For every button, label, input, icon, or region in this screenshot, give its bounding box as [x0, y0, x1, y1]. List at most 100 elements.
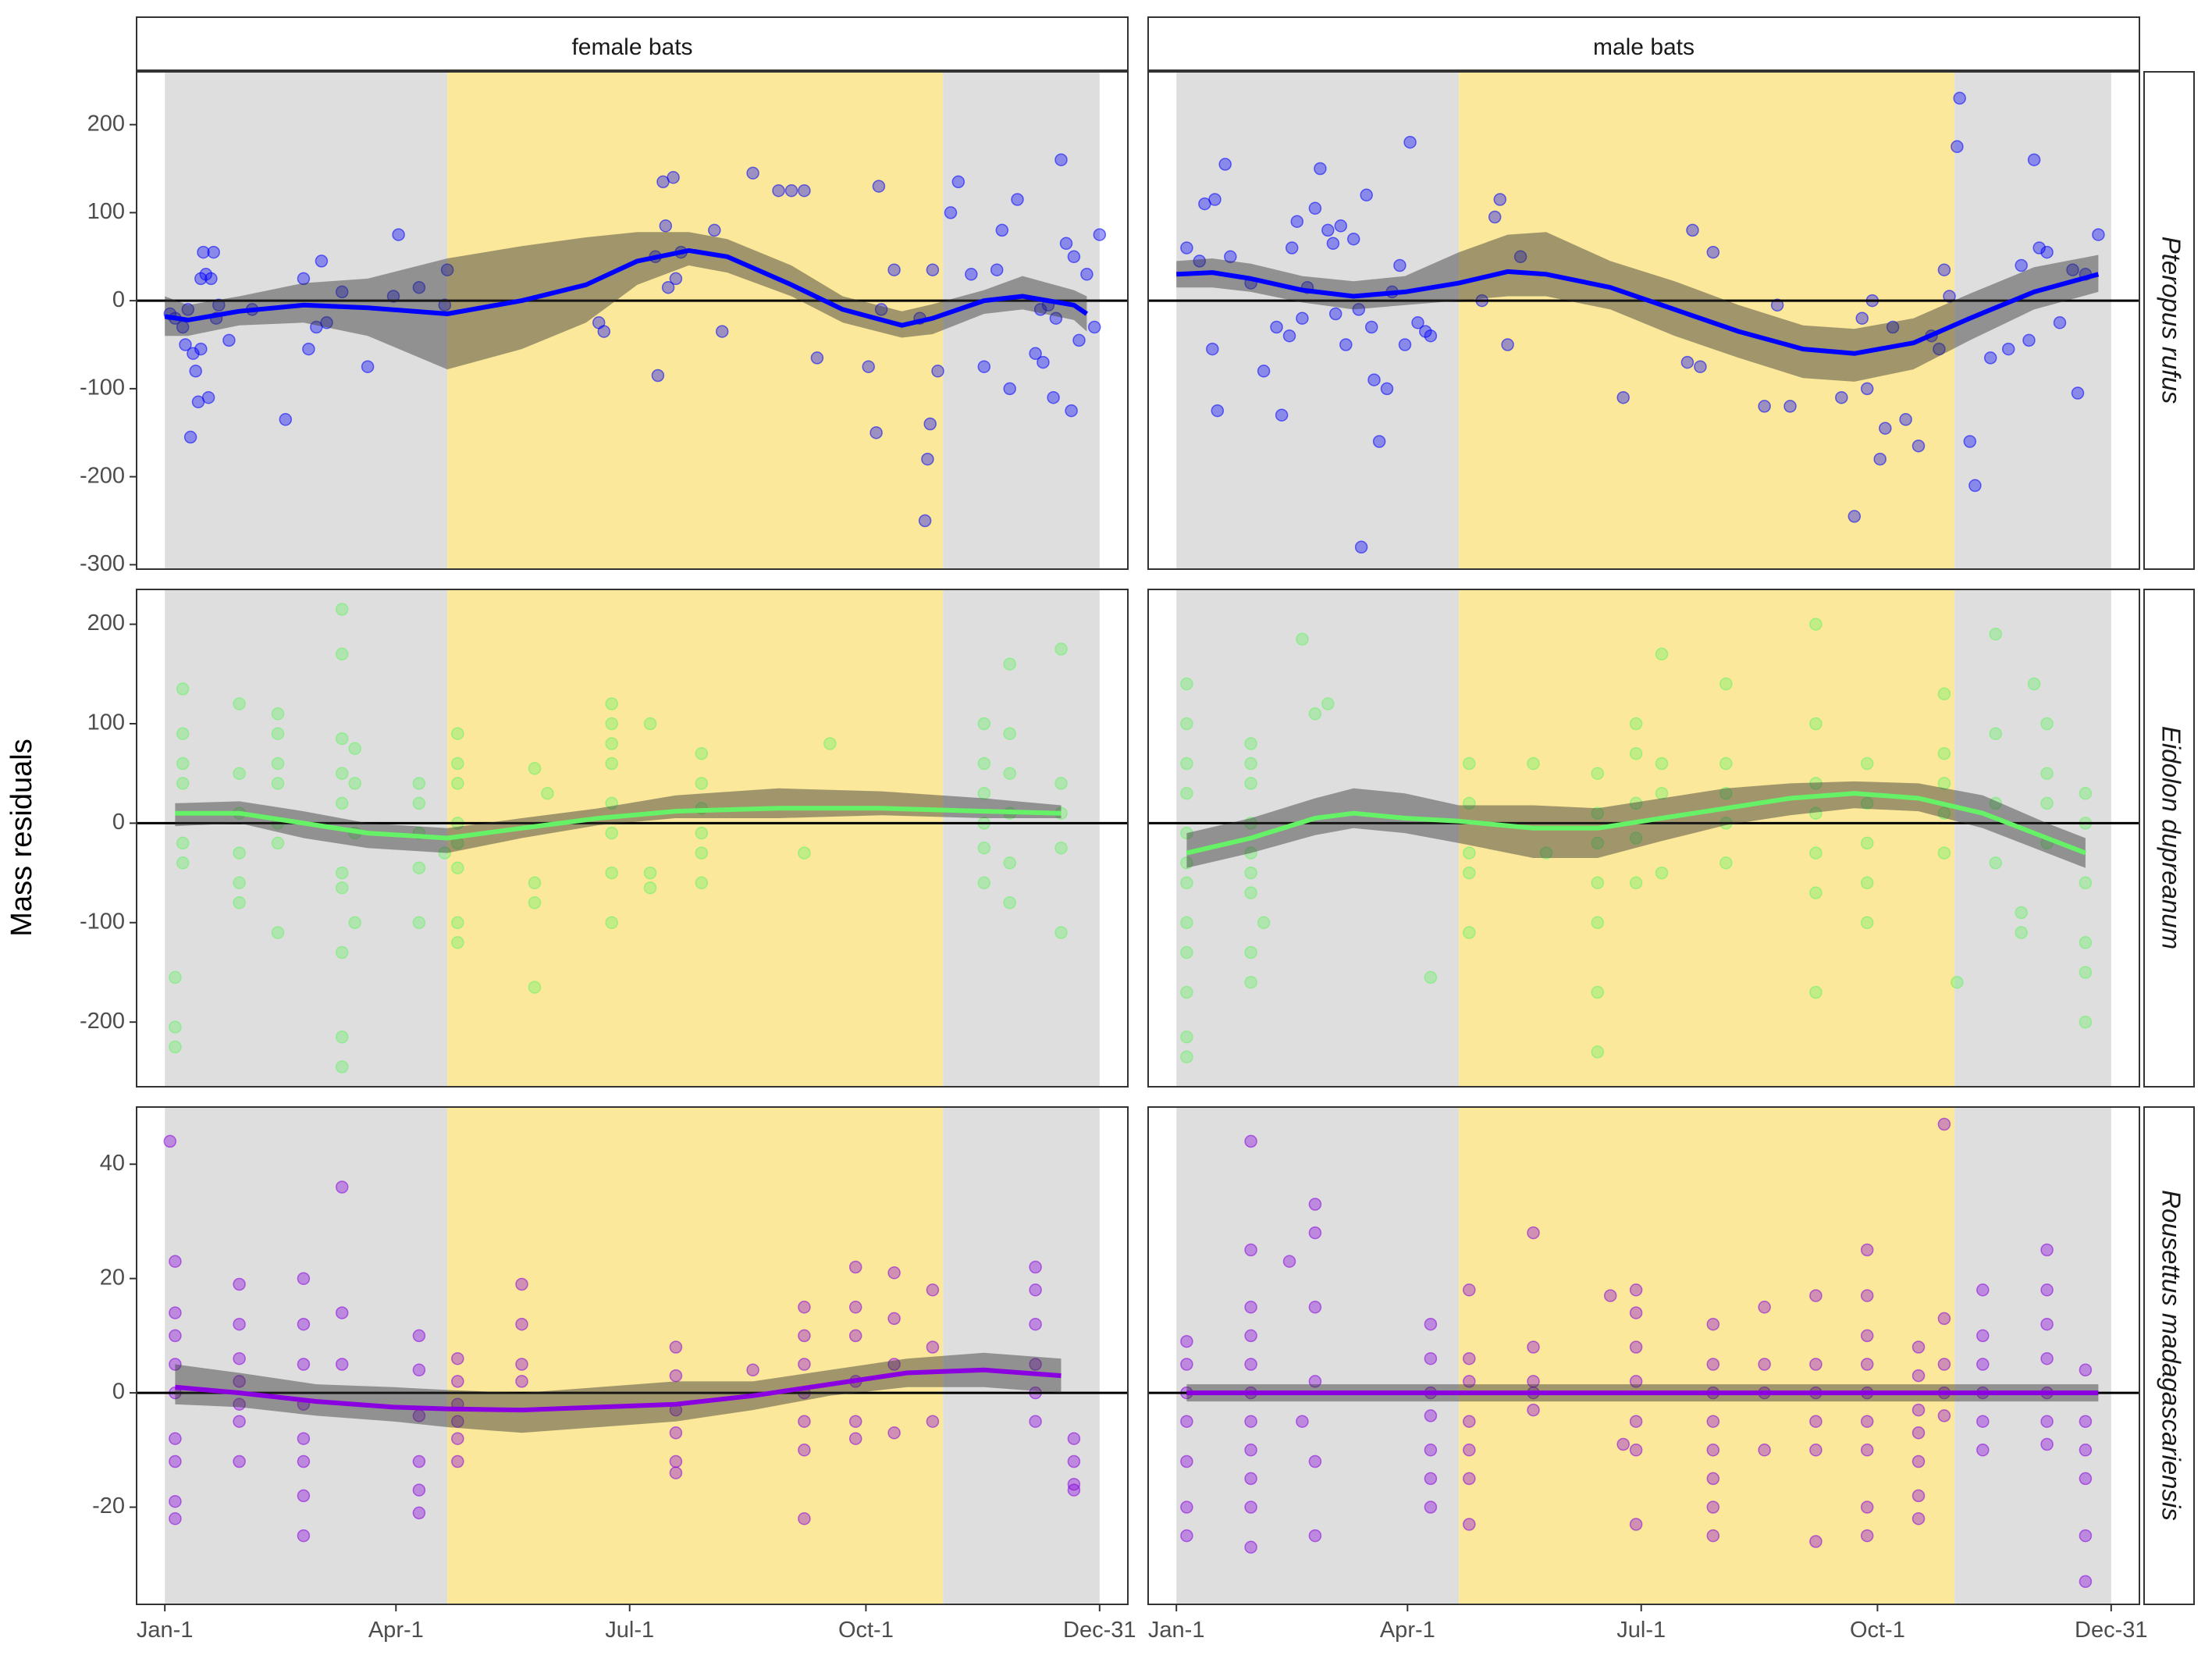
data-point [233, 896, 246, 910]
data-point [1591, 806, 1605, 820]
data-point [848, 1432, 862, 1445]
panel-border [136, 1106, 1129, 1605]
data-point [1054, 926, 1068, 939]
data-point [977, 360, 991, 373]
data-point [1054, 643, 1068, 656]
data-point [1706, 1444, 1720, 1457]
data-point [176, 836, 190, 850]
data-point [1463, 1375, 1476, 1388]
data-point [872, 180, 886, 193]
data-point [1719, 856, 1733, 870]
data-point [1003, 856, 1016, 870]
data-point [169, 1494, 182, 1508]
data-point [1706, 1317, 1720, 1331]
data-point [1501, 338, 1514, 351]
data-point [605, 697, 618, 710]
data-point [1180, 985, 1193, 999]
data-point [1180, 1050, 1193, 1064]
data-point [1989, 628, 2003, 641]
data-point [335, 1306, 349, 1319]
data-point [2027, 153, 2041, 166]
data-point [1067, 1454, 1081, 1469]
data-point [1976, 1329, 1990, 1343]
data-point [315, 255, 329, 268]
strip-background-female [136, 16, 1129, 71]
row-strip-label-eidolon: Eidolon dupreanum [2157, 726, 2185, 949]
confidence-ribbon [1176, 232, 2099, 382]
data-point [335, 1358, 349, 1371]
data-point [297, 272, 311, 286]
data-point [1860, 382, 1874, 396]
data-point [348, 916, 361, 930]
data-point [335, 866, 349, 880]
data-point [1937, 1409, 1951, 1422]
data-point [1719, 786, 1733, 800]
season-band-yellow [1459, 1107, 1955, 1604]
panel-eidolon-male [1147, 589, 2140, 1088]
data-point [887, 1312, 901, 1326]
data-point [708, 223, 721, 237]
data-point [233, 1397, 246, 1411]
data-point [746, 166, 759, 180]
data-point [1296, 1415, 1309, 1428]
data-point [181, 303, 195, 316]
data-point [271, 777, 285, 790]
data-point [335, 647, 349, 661]
data-point [921, 452, 934, 466]
data-point [1873, 452, 1887, 466]
data-point [1860, 1415, 1874, 1428]
data-point [2066, 263, 2079, 276]
season-band-gray [1954, 589, 2111, 1087]
data-point [1758, 400, 1771, 413]
strip-background-male [1147, 16, 2140, 71]
data-point [1860, 1358, 1874, 1371]
data-point [1424, 1501, 1438, 1514]
data-point [1655, 757, 1669, 771]
data-point [1706, 1501, 1720, 1514]
data-point [1911, 439, 1926, 453]
data-point [977, 717, 991, 731]
panel-rousettus-female: 40 20 0 -20 Jan-1 Apr-1 Jul-1 Oct-1 Dec-31 [92, 1106, 1136, 1643]
data-point [1911, 1454, 1926, 1469]
data-point [1770, 298, 1784, 312]
data-point [1244, 757, 1257, 771]
panel-eidolon-female: 200 100 0 -100 -200 [80, 589, 1129, 1088]
data-point [1218, 158, 1232, 171]
data-point [1296, 312, 1309, 325]
panel-plot-area [137, 589, 1128, 1087]
data-point [2027, 677, 2041, 691]
data-point [1360, 188, 1373, 202]
panel-plot-area [1148, 589, 2139, 1087]
data-point [1706, 245, 1720, 259]
data-point [1180, 945, 1193, 959]
data-point [451, 757, 464, 771]
data-point [784, 183, 798, 198]
data-point [1180, 1454, 1193, 1469]
data-point [169, 1454, 182, 1469]
data-point [335, 945, 349, 959]
data-point [169, 1020, 182, 1034]
data-point [1976, 1415, 1990, 1428]
data-point [1860, 1329, 1874, 1343]
data-point [1937, 687, 1951, 701]
data-point [176, 727, 190, 740]
y-tick-label: 0 [112, 287, 125, 312]
data-point [1655, 647, 1669, 661]
data-point [412, 861, 426, 874]
season-band-gray [165, 589, 448, 1087]
data-point [695, 846, 709, 860]
x-tick-label: Oct-1 [1850, 1618, 1905, 1643]
data-point [515, 1317, 528, 1331]
data-point [669, 1454, 683, 1469]
panel-border [136, 71, 1129, 570]
data-point [1339, 338, 1353, 351]
data-point [2040, 1243, 2054, 1257]
data-point [1244, 846, 1257, 860]
data-point [643, 881, 657, 895]
data-point [1208, 193, 1222, 206]
data-point [1367, 373, 1381, 386]
smooth-line [164, 247, 1089, 328]
y-tick-label: 20 [100, 1265, 125, 1290]
data-point [862, 360, 875, 373]
data-point [297, 1358, 311, 1371]
